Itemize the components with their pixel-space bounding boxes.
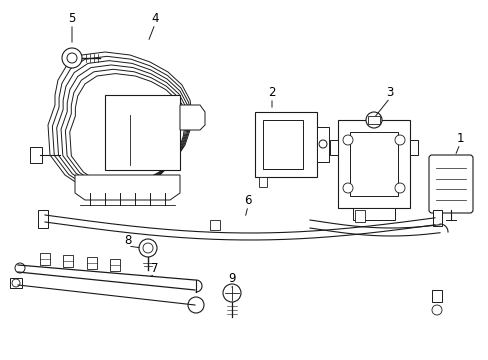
Polygon shape <box>75 175 180 200</box>
Text: 5: 5 <box>68 12 76 24</box>
Circle shape <box>67 53 77 63</box>
Bar <box>40 253 49 265</box>
Bar <box>87 257 97 269</box>
Text: 2: 2 <box>268 85 275 99</box>
Text: 4: 4 <box>151 12 159 24</box>
Text: 7: 7 <box>151 261 159 274</box>
Polygon shape <box>352 208 394 220</box>
Bar <box>259 177 266 187</box>
Bar <box>337 120 409 208</box>
Bar <box>431 290 441 302</box>
Text: 9: 9 <box>228 271 235 284</box>
Bar <box>409 140 417 155</box>
Bar <box>30 147 42 163</box>
Bar <box>354 210 364 222</box>
Bar <box>110 259 120 271</box>
Bar <box>209 220 219 230</box>
Circle shape <box>431 305 441 315</box>
Bar <box>38 210 48 228</box>
Bar <box>254 112 316 177</box>
Bar <box>432 210 441 226</box>
Circle shape <box>139 239 157 257</box>
Polygon shape <box>180 105 204 130</box>
Circle shape <box>394 183 404 193</box>
Text: 6: 6 <box>244 194 251 207</box>
Circle shape <box>365 112 381 128</box>
Circle shape <box>15 263 25 273</box>
Bar <box>367 116 379 124</box>
Bar <box>10 278 22 288</box>
Circle shape <box>62 48 82 68</box>
Bar <box>105 95 180 170</box>
Bar <box>62 255 72 267</box>
Polygon shape <box>48 52 192 190</box>
Circle shape <box>318 140 326 148</box>
Bar <box>349 132 397 196</box>
Circle shape <box>342 183 352 193</box>
Circle shape <box>342 135 352 145</box>
Text: 8: 8 <box>124 234 131 247</box>
Circle shape <box>142 243 153 253</box>
Text: 1: 1 <box>455 131 463 144</box>
FancyBboxPatch shape <box>428 155 472 213</box>
Bar <box>329 140 337 155</box>
Circle shape <box>223 284 241 302</box>
Circle shape <box>187 297 203 313</box>
Bar <box>316 127 328 162</box>
Circle shape <box>394 135 404 145</box>
Text: 3: 3 <box>386 85 393 99</box>
Circle shape <box>12 279 20 287</box>
Bar <box>263 120 303 169</box>
